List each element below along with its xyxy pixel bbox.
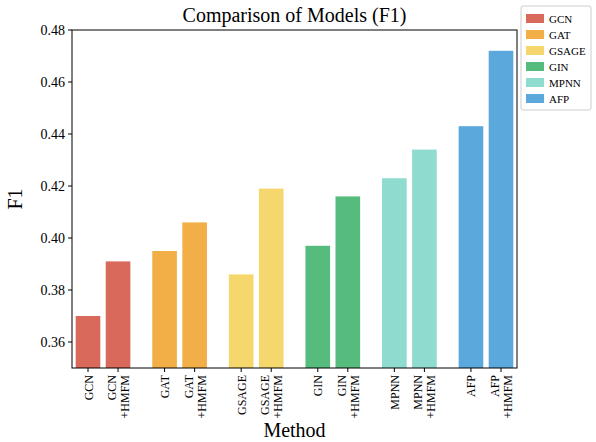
bar [229,274,254,368]
x-tick [424,368,425,372]
bar [106,261,131,368]
x-tick-label-line: +HMFM [118,375,132,419]
x-tick [88,368,89,372]
x-tick-label-line: GAT [158,374,172,398]
legend-label: GIN [549,61,569,73]
x-tick-label-line: GAT [182,374,196,398]
legend-label: MPNN [549,77,581,89]
x-tick-label-line: MPNN [388,375,402,410]
legend: GCN GAT GSAGE GIN MPNN AFP [521,6,591,110]
x-tick-label-line: MPNN [411,375,425,410]
x-tick-label: MPNN [388,375,402,410]
x-tick-label: AFP+HMFM [488,375,515,419]
x-tick-label-line: +HMFM [424,375,438,419]
y-tick-label: 0.48 [41,23,66,38]
x-tick-label-line: GIN [335,375,349,397]
x-tick [347,368,348,372]
y-tick [68,290,72,291]
legend-swatch [526,62,544,71]
x-tick-label-line: +HMFM [195,375,209,419]
x-tick [394,368,395,372]
x-tick-label: GAT+HMFM [182,374,209,418]
legend-swatch [526,94,544,103]
x-tick-label-line: GSAGE [235,375,249,415]
bar [152,251,177,368]
x-tick [241,368,242,372]
legend-label: AFP [549,93,569,105]
x-tick-label-line: AFP [464,375,478,397]
legend-label: GCN [549,13,572,25]
legend-label: GAT [549,29,571,41]
y-tick-label: 0.44 [41,127,66,142]
y-tick-label: 0.40 [41,231,66,246]
legend-label: GSAGE [549,45,586,57]
legend-box [521,6,591,110]
x-tick-label-line: AFP [488,375,502,397]
legend-swatch [526,46,544,55]
bar [182,222,207,368]
bar [259,189,284,368]
x-tick [470,368,471,372]
y-tick [68,134,72,135]
x-tick-label: MPNN+HMFM [411,375,438,419]
bar [76,316,101,368]
y-axis-label: F1 [4,188,26,209]
x-tick [194,368,195,372]
bar [489,51,514,368]
x-tick-label-line: GSAGE [258,375,272,415]
y-tick-label: 0.46 [41,75,66,90]
y-tick [68,186,72,187]
y-tick [68,82,72,83]
x-tick-label: GIN [311,375,325,397]
bar [335,196,360,368]
chart-svg: Comparison of Models (F1) 0.36 0.38 0.40 0.4… [0,0,596,442]
legend-swatch [526,30,544,39]
x-tick-label: GCN [82,375,96,401]
x-tick [164,368,165,372]
x-tick-label: GAT [158,374,172,398]
x-tick [317,368,318,372]
title: Comparison of Models (F1) [183,4,407,27]
x-tick-label-line: +HMFM [348,375,362,419]
y-tick-label: 0.42 [41,179,66,194]
x-tick-label: AFP [464,375,478,397]
bar [412,150,437,368]
y-tick [68,342,72,343]
legend-swatch [526,14,544,23]
x-tick [271,368,272,372]
y-tick-label: 0.36 [41,335,66,350]
y-tick [68,30,72,31]
bar [305,246,330,368]
x-tick [118,368,119,372]
y-tick-label: 0.38 [41,283,66,298]
bar [459,126,484,368]
x-axis-label: Method [263,419,325,441]
plot-frame [72,30,517,368]
x-tick-label-line: +HMFM [501,375,515,419]
x-tick-label-line: GCN [82,375,96,401]
y-tick [68,238,72,239]
x-tick-label: GSAGE+HMFM [258,375,285,419]
x-tick-label: GIN+HMFM [335,375,362,419]
x-tick-label: GSAGE [235,375,249,415]
x-tick-label-line: GCN [105,375,119,401]
bars [76,51,514,368]
x-tick-label-line: GIN [311,375,325,397]
x-tick-label-line: +HMFM [271,375,285,419]
chart-container: Comparison of Models (F1) 0.36 0.38 0.40 0.4… [0,0,596,442]
legend-swatch [526,78,544,87]
x-tick-label: GCN+HMFM [105,375,132,419]
x-tick [501,368,502,372]
bar [382,178,407,368]
